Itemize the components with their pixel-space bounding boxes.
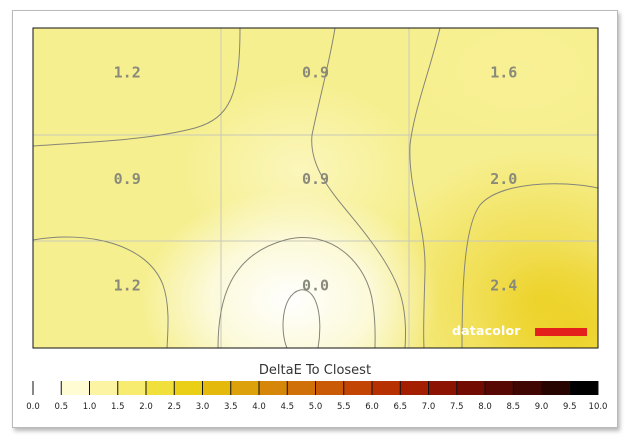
contour-line [33,236,169,348]
cell-value-label: 1.2 [114,277,141,295]
contour-lines [33,28,598,348]
colorscale-segment [400,381,429,395]
colorscale-segment [202,381,232,395]
colorscale-tick-label: 1.5 [111,402,125,412]
colorscale-bar [33,381,599,395]
colorscale-segment [33,381,62,395]
colorscale-tick-label: 4.5 [280,402,294,412]
cell-value-label: 0.9 [114,170,141,188]
colorscale-tick-label: 3.5 [224,402,238,412]
colorscale-segment [485,381,514,395]
colorscale-tick-label: 0.5 [54,402,68,412]
contour-line [282,289,321,348]
colorscale-tick-label: 9.0 [535,402,549,412]
colorscale-segment [343,381,373,395]
datacolor-logo-text: datacolor [452,323,521,338]
cell-value-label: 1.2 [114,63,141,81]
colorscale-tick-label: 8.0 [478,402,492,412]
colorscale-segment [146,381,175,395]
datacolor-logo: datacolor [452,323,587,338]
colorscale-title: DeltaE To Closest [259,363,371,378]
colorscale-tick-labels: 0.0 0.5 1.0 1.5 2.0 2.5 3.0 3.5 4.0 4.5 5.0 5.5 6.0 6… [26,402,607,412]
colorscale-segment [315,381,345,395]
colorscale-tick-label: 4.0 [252,402,266,412]
colorscale-tick-label: 1.0 [83,402,97,412]
colorscale-tick-label: 10.0 [589,402,608,412]
heat-field [33,28,598,348]
colorscale-tick-label: 2.5 [167,402,181,412]
colorscale-ticks [32,381,599,395]
grid-lines [33,28,598,348]
colorscale-segment [117,381,147,395]
contour-line [217,237,376,348]
cell-value-label: 0.9 [302,63,329,81]
colorscale-tick-label: 5.0 [309,402,323,412]
colorscale-segment [259,381,288,395]
colorscale-segment [372,381,401,395]
contour-line [33,28,241,147]
contour-line [409,28,441,348]
colorscale-segment [456,381,486,395]
cell-value-label: 1.6 [490,63,517,81]
datacolor-logo-bar [535,328,587,336]
cell-value-label: 2.0 [490,170,517,188]
colorscale-tick-label: 9.5 [563,402,577,412]
contour-line [461,183,598,348]
colorscale-segment [569,381,599,395]
cell-value-label: 2.4 [490,277,517,295]
colorscale-segment [513,381,542,395]
colorscale-tick-label: 7.5 [450,402,464,412]
cell-value-label: 0.0 [302,277,329,295]
colorscale-tick-label: 3.0 [196,402,210,412]
colorscale-segment [541,381,571,395]
colorscale-segment [230,381,260,395]
colorscale-segment [287,381,316,395]
plot-border [32,27,599,349]
colorscale-tick-label: 5.5 [337,402,351,412]
colorscale-tick-label: 0.0 [26,402,40,412]
colorscale-tick-label: 7.0 [422,402,436,412]
cell-labels: 1.2 0.9 1.6 0.9 0.9 2.0 1.2 0.0 2.4 [114,63,518,294]
cell-value-label: 0.9 [302,170,329,188]
colorscale-segment [61,381,90,395]
contour-line [311,28,407,348]
colorscale-tick-label: 6.0 [365,402,379,412]
colorscale-tick-label: 8.5 [506,402,520,412]
colorscale-segment [428,381,458,395]
colorscale-segment [174,381,203,395]
colorscale-tick-label: 2.0 [139,402,153,412]
colorscale-segment [89,381,119,395]
colorscale-tick-label: 6.5 [393,402,407,412]
